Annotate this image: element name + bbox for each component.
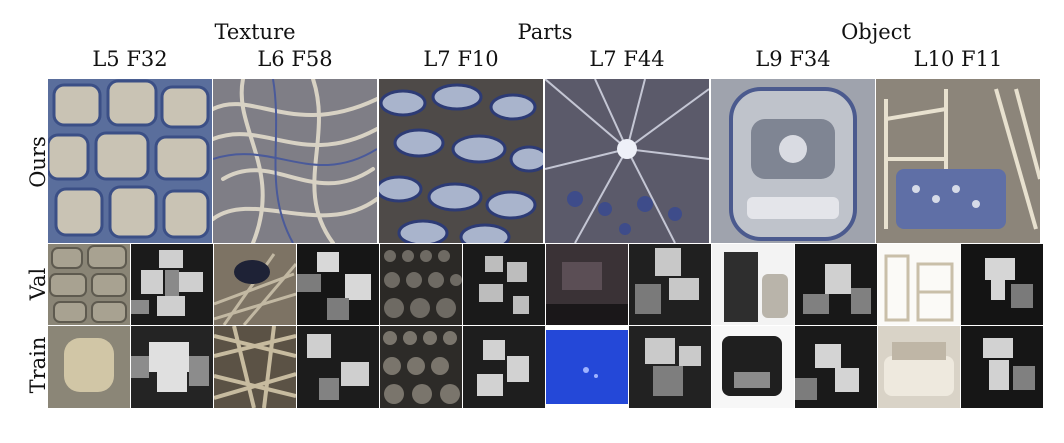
column-header-l7-f44: L7 F44 [589,47,665,71]
train-image-l9-f34 [712,326,794,408]
column-header-l5-f32: L5 F32 [92,47,168,71]
val-image-l10-f11 [878,244,960,325]
val-image-l9-f34 [712,244,794,325]
train-image-l7-f44 [546,326,628,408]
train-activation-map-l5-f32 [131,326,213,408]
val-activation-map-l5-f32 [131,244,213,325]
group-header-texture: Texture [214,20,296,44]
val-activation-map-l7-f44 [629,244,711,325]
train-activation-map-l10-f11 [961,326,1043,408]
row-label-ours: Ours [26,136,50,188]
val-activation-map-l10-f11 [961,244,1043,325]
ours-texture-image-l6-f58 [213,79,377,243]
column-header-l9-f34: L9 F34 [755,47,831,71]
train-activation-map-l9-f34 [795,326,877,408]
val-image-l7-f10 [380,244,462,325]
train-image-l10-f11 [878,326,960,408]
ours-texture-image-l5-f32 [48,79,212,243]
row-label-train: Train [26,336,50,394]
group-header-object: Object [841,20,911,44]
val-activation-map-l9-f34 [795,244,877,325]
train-activation-map-l7-f44 [629,326,711,408]
ours-parts-image-l7-f44 [545,79,709,243]
column-header-l6-f58: L6 F58 [257,47,333,71]
train-image-l7-f10 [380,326,462,408]
column-header-l10-f11: L10 F11 [913,47,1003,71]
group-header-parts: Parts [517,20,573,44]
column-header-l7-f10: L7 F10 [423,47,499,71]
train-activation-map-l7-f10 [463,326,545,408]
val-image-l7-f44 [546,244,628,325]
ours-object-image-l9-f34 [711,79,875,243]
train-activation-map-l6-f58 [297,326,379,408]
ours-parts-image-l7-f10 [379,79,543,243]
train-image-l5-f32 [48,326,130,408]
val-activation-map-l7-f10 [463,244,545,325]
row-label-val: Val [26,267,50,301]
train-image-l6-f58 [214,326,296,408]
val-image-l6-f58 [214,244,296,325]
val-image-l5-f32 [48,244,130,325]
ours-object-image-l10-f11 [876,79,1040,243]
val-activation-map-l6-f58 [297,244,379,325]
